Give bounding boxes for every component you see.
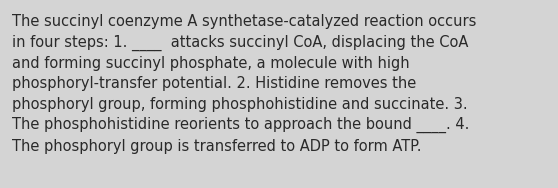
Text: The succinyl coenzyme A synthetase-catalyzed reaction occurs
in four steps: 1. _: The succinyl coenzyme A synthetase-catal… [12, 14, 477, 154]
